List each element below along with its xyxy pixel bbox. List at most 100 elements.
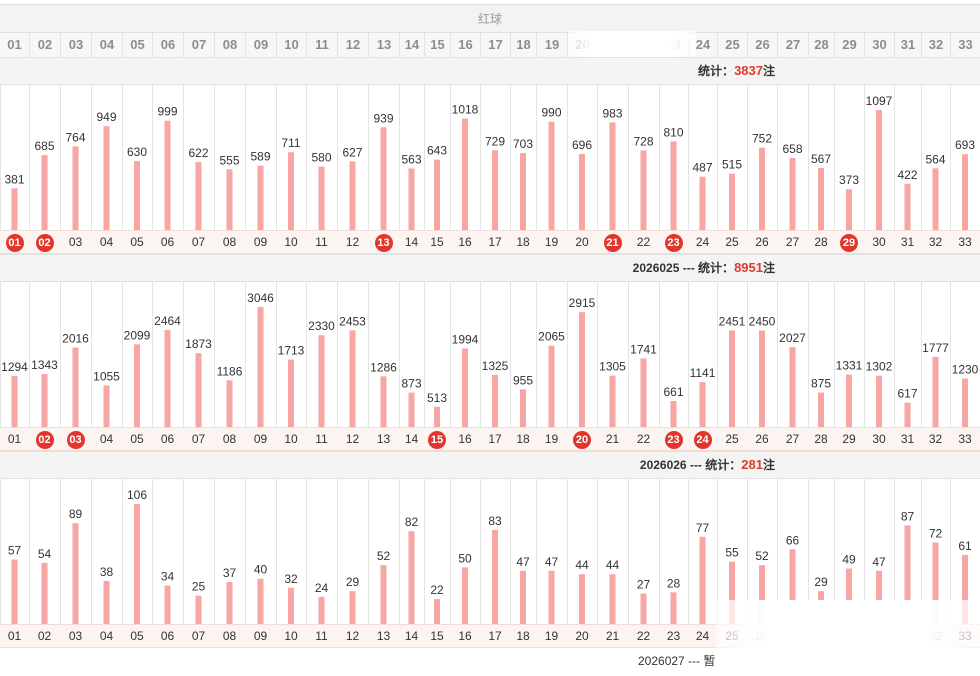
column-29	[834, 281, 864, 427]
column-31	[894, 281, 921, 427]
bar-value-label: 630	[127, 145, 147, 159]
bar-14	[408, 392, 415, 427]
number-label-26: 26	[755, 235, 769, 249]
bar-value-label: 1018	[452, 103, 479, 117]
bar-12	[349, 330, 356, 427]
column-07	[183, 281, 214, 427]
header-number-18: 18	[510, 33, 536, 57]
bar-07	[195, 595, 202, 624]
number-label-31: 31	[900, 432, 915, 446]
column-06	[152, 478, 183, 624]
bar-value-label: 627	[342, 145, 362, 159]
bar-23	[670, 400, 677, 427]
bar-03	[72, 347, 79, 427]
bar-06	[164, 120, 171, 230]
bar-29	[846, 374, 852, 427]
bar-value-label: 2065	[538, 330, 565, 344]
bar-value-label: 1331	[836, 359, 863, 373]
bar-value-label: 2027	[779, 331, 806, 345]
column-26	[747, 84, 777, 230]
bar-06	[164, 329, 171, 427]
bar-value-label: 728	[633, 134, 653, 148]
column-12	[337, 281, 368, 427]
column-24	[688, 478, 717, 624]
number-label-18: 18	[516, 432, 530, 446]
bar-12	[349, 161, 356, 230]
drawn-ball-20: 20	[567, 428, 597, 450]
number-label-08: 08	[222, 629, 237, 643]
column-05	[122, 478, 152, 624]
bar-value-label: 1305	[599, 360, 626, 374]
bar-value-label: 2450	[749, 314, 776, 328]
bar-value-label: 82	[405, 515, 419, 529]
column-09	[245, 84, 276, 230]
bar-15	[434, 406, 440, 427]
header-number-16: 16	[450, 33, 480, 57]
bar-value-label: 643	[427, 144, 447, 158]
bar-29	[846, 189, 852, 230]
next-issue-text: 2026027 --- 暂	[638, 654, 716, 668]
bar-value-label: 513	[427, 391, 447, 405]
number-label-13: 13	[376, 629, 391, 643]
stat-bar-3: 2026026 --- 统计：281注	[0, 451, 980, 479]
bar-value-label: 1994	[452, 332, 479, 346]
bar-04	[103, 580, 110, 624]
bar-09	[257, 307, 264, 427]
column-11	[306, 478, 337, 624]
drawn-ball-23: 23	[659, 428, 688, 450]
chart-panel-1: 381 685 764 949 630 999 622 555 589 711 580 627 939 5…	[0, 84, 980, 254]
column-17	[480, 281, 510, 427]
bar-30	[876, 375, 882, 427]
number-label-32: 32	[928, 235, 943, 249]
number-label-02: 02	[37, 629, 52, 643]
column-18	[510, 84, 536, 230]
column-18	[510, 478, 536, 624]
header-number-02: 02	[29, 33, 60, 57]
bar-27	[789, 549, 796, 624]
bar-value-label: 1873	[185, 337, 212, 351]
bar-17	[492, 530, 498, 624]
column-09	[245, 281, 276, 427]
number-label-25: 25	[725, 235, 739, 249]
number-label-22: 22	[636, 235, 651, 249]
column-15	[424, 84, 450, 230]
bar-28	[818, 392, 824, 427]
bar-value-label: 29	[346, 575, 360, 589]
bar-value-label: 87	[901, 510, 915, 524]
number-label-31: 31	[900, 235, 915, 249]
bar-23	[670, 141, 677, 230]
bar-14	[408, 168, 415, 230]
number-label-19: 19	[544, 629, 559, 643]
bar-value-label: 873	[401, 377, 421, 391]
bar-value-label: 2915	[569, 296, 596, 310]
number-label-12: 12	[345, 432, 360, 446]
column-07	[183, 84, 214, 230]
number-label-12: 12	[345, 235, 360, 249]
column-08	[214, 84, 245, 230]
number-label-23: 23	[666, 629, 681, 643]
column-18	[510, 281, 536, 427]
header-number-11: 11	[306, 33, 337, 57]
bar-value-label: 47	[545, 555, 559, 569]
bar-value-label: 1713	[278, 344, 305, 358]
number-label-13: 13	[376, 432, 391, 446]
bar-33	[962, 154, 968, 230]
bar-value-label: 52	[377, 549, 391, 563]
bar-value-label: 83	[488, 514, 502, 528]
bar-18	[520, 153, 526, 230]
number-label-06: 06	[160, 235, 175, 249]
column-19	[536, 478, 567, 624]
number-label-28: 28	[814, 235, 828, 249]
column-15	[424, 281, 450, 427]
bar-value-label: 28	[667, 576, 681, 590]
bar-31	[904, 183, 911, 230]
column-28	[808, 281, 834, 427]
column-06	[152, 84, 183, 230]
bar-value-label: 50	[458, 551, 472, 565]
header-number-07: 07	[183, 33, 214, 57]
bar-value-label: 47	[872, 555, 886, 569]
bar-value-label: 61	[958, 539, 972, 553]
column-14	[399, 84, 424, 230]
stat-bar-1: 统计：3837注	[0, 57, 980, 85]
bar-13	[380, 127, 387, 230]
